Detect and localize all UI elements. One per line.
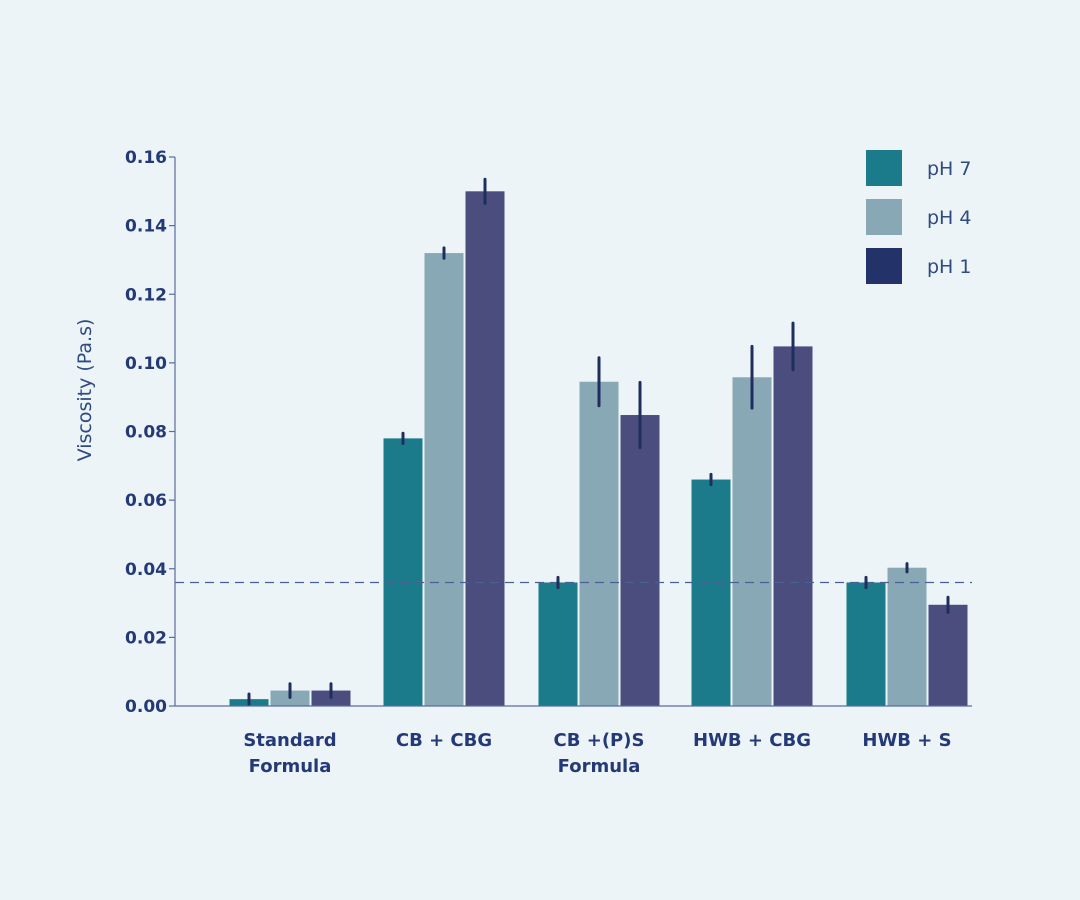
- y-tick-labels: 0.00 0.02 0.04 0.06 0.08 0.10 0.12 0.14 0.16: [125, 148, 175, 717]
- bar-ph1-group-2: [465, 191, 505, 706]
- bar-ph4-group-5: [887, 567, 927, 706]
- y-tick-label: 0.00: [125, 697, 167, 717]
- legend-label-ph4: pH 4: [927, 207, 971, 229]
- y-axis-title: Viscosity (Pa.s): [74, 319, 96, 462]
- y-tick-label: 0.08: [125, 423, 167, 443]
- bar-ph4-group-4: [732, 377, 772, 706]
- bar-ph7-group-3: [538, 582, 578, 706]
- y-tick-label: 0.02: [125, 628, 167, 648]
- y-tick-label: 0.12: [125, 285, 167, 305]
- category-label-5: HWB + S: [862, 730, 951, 751]
- category-labels: Standard Formula CB + CBG CB +(P)S Formula HW…: [243, 730, 951, 777]
- bar-ph1-group-5: [928, 604, 968, 706]
- bar-ph4-group-3: [579, 381, 619, 706]
- legend-swatch-ph7: [866, 150, 902, 186]
- category-label-2: CB + CBG: [396, 730, 492, 751]
- legend-swatch-ph4: [866, 199, 902, 235]
- bar-ph7-group-2: [383, 438, 423, 706]
- bars-layer: [229, 191, 968, 706]
- bar-ph7-group-4: [691, 479, 731, 706]
- legend-label-ph7: pH 7: [927, 158, 971, 180]
- bar-ph1-group-3: [620, 415, 660, 706]
- bar-ph7-group-5: [846, 582, 886, 706]
- category-label-4: HWB + CBG: [693, 730, 811, 751]
- y-tick-label: 0.14: [125, 217, 167, 237]
- y-tick-label: 0.04: [125, 560, 167, 580]
- bar-ph4-group-2: [424, 253, 464, 706]
- bar-ph1-group-4: [773, 346, 813, 706]
- y-tick-label: 0.16: [125, 148, 167, 168]
- error-bars-layer: [247, 177, 950, 706]
- legend-swatch-ph1: [866, 248, 902, 284]
- legend: pH 7 pH 4 pH 1: [866, 150, 971, 284]
- legend-label-ph1: pH 1: [927, 256, 971, 278]
- y-tick-label: 0.10: [125, 354, 167, 374]
- category-label-1: Standard Formula: [243, 730, 336, 777]
- y-tick-label: 0.06: [125, 491, 167, 511]
- category-label-3: CB +(P)S Formula: [554, 730, 645, 777]
